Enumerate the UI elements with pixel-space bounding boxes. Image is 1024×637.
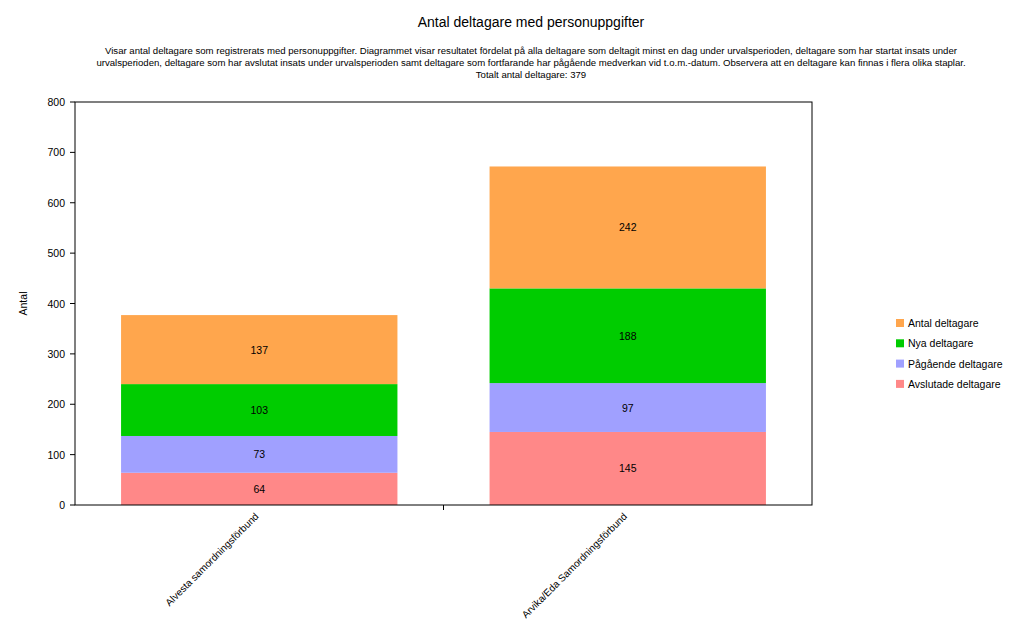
- legend-swatch: [896, 339, 904, 347]
- subtitle: Visar antal deltagare som registrerats m…: [105, 45, 958, 56]
- y-tick: [70, 505, 75, 506]
- bar-segment: [121, 473, 397, 505]
- y-tick: [70, 353, 75, 354]
- subtitle: urvalsperioden, deltagare som har avslut…: [96, 57, 965, 68]
- y-tick: [70, 152, 75, 153]
- chart: Antal deltagare med personuppgifter Visar…: [0, 0, 1024, 637]
- bars: [121, 166, 766, 505]
- legend-swatch: [896, 319, 904, 327]
- y-label: Antal: [17, 292, 29, 316]
- y-tick-label: 500: [47, 247, 65, 259]
- legend: Antal deltagare Nya deltagare Pågående del…: [896, 317, 1003, 390]
- y-tick-label: 300: [47, 348, 65, 360]
- y-tick-label: 700: [47, 146, 65, 158]
- y-tick-label: 0: [59, 499, 65, 511]
- legend-swatch: [896, 380, 904, 388]
- subtitle: Totalt antal deltagare: 379: [476, 69, 586, 80]
- legend-label: Pågående deltagare: [908, 358, 1003, 370]
- y-tick-label: 800: [47, 96, 65, 108]
- y-tick: [70, 454, 75, 455]
- data-label: 97: [622, 402, 634, 414]
- y-tick: [70, 202, 75, 203]
- data-label: 188: [619, 330, 637, 342]
- y-tick: [70, 102, 75, 103]
- bar-segment: [121, 384, 397, 436]
- y-tick: [70, 404, 75, 405]
- bar-segment: [490, 432, 766, 505]
- bar-segment: [121, 436, 397, 473]
- y-tick-label: 400: [47, 298, 65, 310]
- legend-swatch: [896, 360, 904, 368]
- data-label: 73: [253, 448, 265, 460]
- data-label: 145: [619, 462, 637, 474]
- y-tick-label: 600: [47, 197, 65, 209]
- legend-label: Avslutade deltagare: [908, 378, 1001, 390]
- x-tick-label: Alvesta samordningsförbund: [163, 511, 260, 608]
- x-tick: [443, 505, 444, 510]
- data-label: 242: [619, 221, 637, 233]
- data-label: 137: [250, 344, 268, 356]
- title: Antal deltagare med personuppgifter: [418, 14, 645, 30]
- y-tick: [70, 253, 75, 254]
- bar-segment: [490, 166, 766, 288]
- x-tick-label: Arvika/Eda Samordningsförbund: [520, 511, 630, 621]
- legend-label: Antal deltagare: [908, 317, 979, 329]
- y-tick-label: 100: [47, 449, 65, 461]
- bar-segment: [490, 288, 766, 383]
- bar-segment: [490, 383, 766, 432]
- y-tick-label: 200: [47, 398, 65, 410]
- legend-label: Nya deltagare: [908, 337, 974, 349]
- y-tick: [70, 303, 75, 304]
- bar-segment: [121, 315, 397, 384]
- data-label: 103: [250, 404, 268, 416]
- data-label: 64: [253, 483, 265, 495]
- plot-frame: [75, 102, 812, 505]
